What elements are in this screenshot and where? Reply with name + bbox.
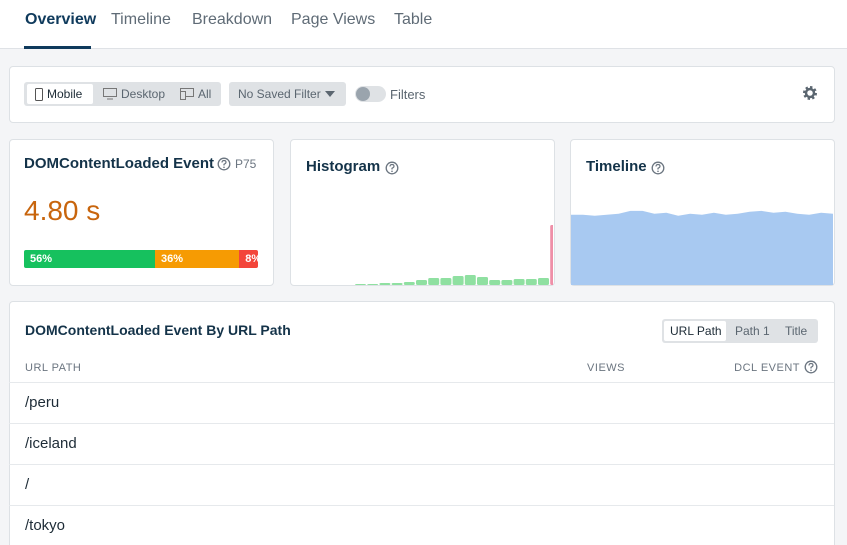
grouping-option[interactable]: Title [785, 324, 808, 338]
device-desktop[interactable]: Desktop [103, 87, 165, 101]
histogram-card [290, 139, 555, 286]
toggle-knob [356, 87, 370, 101]
timeline-area [571, 210, 833, 285]
histogram-title: Histogram [306, 158, 381, 175]
settings-icon[interactable] [802, 85, 818, 101]
histogram-bar [525, 279, 537, 285]
distribution-bar: 56% 36% 8% [24, 250, 258, 268]
grouping-selected [664, 321, 726, 341]
saved-filter[interactable]: No Saved Filter [229, 82, 346, 106]
filters-toggle[interactable] [355, 86, 386, 102]
column-header: VIEWS [587, 362, 625, 374]
histogram-bar [391, 283, 403, 285]
desktop-icon [103, 88, 117, 100]
distribution-segment: 36% [155, 250, 240, 268]
row-divider [9, 505, 834, 506]
histogram-bar [452, 276, 464, 285]
dropdown-arrow [324, 91, 335, 97]
help-icon[interactable] [385, 161, 399, 175]
histogram-bar [538, 278, 549, 285]
help-icon[interactable] [651, 161, 665, 175]
saved-filter-label: No Saved Filter [238, 87, 321, 101]
metric-title: DOMContentLoaded Event [24, 155, 214, 172]
histogram-bar [477, 277, 488, 285]
tab-bar [0, 0, 847, 49]
distribution-segment: 8% [239, 250, 258, 268]
grouping-option[interactable]: Path 1 [735, 324, 770, 338]
timeline-title: Timeline [586, 158, 647, 175]
histogram-bar [440, 278, 452, 285]
histogram-bar [379, 283, 391, 285]
cell-path[interactable]: /iceland [25, 435, 77, 452]
cell-path[interactable]: /peru [25, 394, 60, 411]
metric-value: 4.80 s [24, 195, 101, 226]
distribution-label: 8% [245, 253, 258, 265]
histogram-bar [513, 279, 525, 285]
tab[interactable]: Breakdown [192, 11, 273, 28]
cell-path[interactable]: /tokyo [25, 517, 66, 534]
row-divider [9, 423, 834, 424]
column-header: URL PATH [25, 362, 82, 374]
histogram-bar [428, 278, 440, 285]
help-icon[interactable] [804, 360, 818, 374]
timeline-chart [571, 210, 833, 285]
distribution-label: 56% [30, 253, 53, 265]
histogram-bar [501, 280, 513, 285]
histogram-bar [403, 282, 415, 285]
row-divider [9, 464, 834, 465]
table-title: DOMContentLoaded Event By URL Path [25, 322, 291, 338]
device-mobile[interactable]: Mobile [35, 87, 82, 101]
tab[interactable]: Page Views [291, 11, 376, 28]
histogram-bar [355, 284, 366, 285]
help-icon[interactable] [217, 157, 231, 171]
histogram-bar [367, 284, 379, 285]
tab[interactable]: Overview [25, 11, 97, 28]
histogram-bar [489, 280, 501, 285]
distribution-label: 36% [161, 253, 184, 265]
percentile-label: P75 [235, 157, 257, 171]
cell-path[interactable]: / [25, 476, 30, 493]
histogram-bar [550, 225, 553, 285]
filters-label: Filters [390, 87, 426, 102]
device-selected [27, 84, 93, 104]
device-label: Desktop [121, 87, 166, 101]
histogram-chart [355, 225, 553, 285]
device-label: All [198, 87, 212, 101]
row-divider [9, 382, 834, 383]
active-tab-underline [24, 46, 91, 49]
mobile-icon [35, 87, 43, 101]
device-label: Mobile [47, 87, 83, 101]
distribution-segment: 56% [24, 250, 156, 268]
all-icon [180, 88, 194, 100]
column-header: DCL EVENT [734, 362, 800, 374]
histogram-bar [464, 275, 476, 285]
device-all[interactable]: All [180, 87, 211, 101]
grouping-option[interactable]: URL Path [670, 324, 722, 338]
tab[interactable]: Timeline [111, 11, 171, 28]
tab[interactable]: Table [394, 11, 433, 28]
histogram-bar [416, 280, 427, 285]
